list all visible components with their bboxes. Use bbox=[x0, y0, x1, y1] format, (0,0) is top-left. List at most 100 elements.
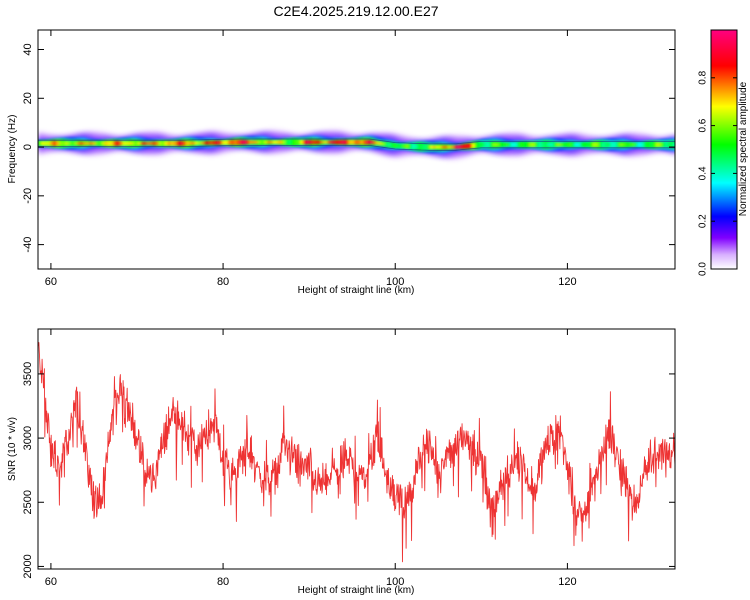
heatmap-cell bbox=[520, 142, 524, 147]
heatmap-cell bbox=[351, 139, 355, 145]
heatmap-cell bbox=[251, 140, 256, 144]
heatmap-cell bbox=[336, 140, 340, 145]
x-tick-label: 100 bbox=[386, 276, 404, 288]
heatmap-cell bbox=[544, 142, 548, 147]
y-tick-label: 2500 bbox=[22, 490, 34, 514]
heatmap-cell bbox=[164, 141, 169, 146]
heatmap-cell bbox=[324, 140, 328, 144]
y-tick-label: -20 bbox=[22, 188, 34, 204]
y-tick-label: -40 bbox=[22, 237, 34, 253]
heatmap-cell bbox=[318, 140, 322, 144]
heatmap-cell bbox=[236, 139, 241, 145]
heatmap-cell bbox=[610, 142, 615, 147]
heatmap-cell bbox=[402, 143, 407, 149]
heatmap-cell bbox=[571, 142, 575, 147]
heatmap-cell bbox=[568, 143, 572, 147]
heatmap-cell bbox=[95, 141, 99, 146]
heatmap-cell bbox=[625, 143, 630, 147]
colorbar-label: Normalized spectral amplitude bbox=[738, 81, 749, 216]
heatmap-cell bbox=[471, 143, 476, 149]
heatmap-cell bbox=[53, 140, 57, 146]
heatmap-cell bbox=[468, 143, 473, 149]
heatmap-cell bbox=[655, 142, 660, 148]
x-tick-label: 120 bbox=[558, 576, 576, 588]
heatmap-cell bbox=[56, 140, 60, 146]
heatmap-cell bbox=[71, 141, 75, 146]
heatmap-cell bbox=[559, 143, 563, 147]
heatmap-cell bbox=[562, 143, 566, 147]
heatmap-cell bbox=[122, 141, 126, 146]
heatmap-cell bbox=[556, 143, 560, 147]
heatmap-cell bbox=[637, 142, 642, 147]
y-tick-label: 3500 bbox=[22, 362, 34, 386]
snr-series bbox=[38, 342, 675, 563]
heatmap-cell bbox=[146, 141, 151, 145]
heatmap-cell bbox=[315, 140, 319, 144]
snr-y-axis: 2000 2500 3000 3500 bbox=[22, 362, 675, 579]
heatmap-cell bbox=[50, 140, 54, 146]
heatmap-cell bbox=[384, 142, 389, 146]
heatmap-cell bbox=[526, 142, 530, 148]
heatmap-cell bbox=[101, 141, 105, 146]
heatmap-cell bbox=[68, 141, 72, 146]
heatmap-cell bbox=[285, 139, 289, 145]
heatmap-cell bbox=[179, 141, 184, 146]
heatmap-cell bbox=[480, 142, 485, 147]
heatmap-cell bbox=[116, 140, 120, 146]
heatmap-cell bbox=[432, 145, 437, 149]
heatmap-cell bbox=[501, 143, 506, 147]
heatmap-cell bbox=[547, 142, 551, 147]
heatmap-cell bbox=[339, 140, 343, 145]
heatmap-cell bbox=[604, 142, 609, 147]
colorbar-ticks: 0.0 0.2 0.4 0.6 0.8 bbox=[698, 70, 737, 276]
heatmap-cell bbox=[59, 141, 63, 146]
heatmap-cell bbox=[257, 140, 262, 144]
heatmap-cell bbox=[598, 142, 603, 148]
heatmap-cell bbox=[113, 140, 117, 146]
heatmap-cell bbox=[140, 141, 145, 145]
heatmap-cell bbox=[224, 140, 229, 145]
heatmap-cell bbox=[465, 143, 470, 149]
heatmap-cell bbox=[89, 141, 93, 146]
heatmap-cell bbox=[266, 140, 271, 144]
y-tick-label: 0 bbox=[22, 144, 34, 150]
heatmap-layer bbox=[38, 139, 675, 150]
heatmap-cell bbox=[342, 139, 346, 145]
heatmap-cell bbox=[643, 142, 648, 147]
heatmap-cell bbox=[167, 140, 172, 146]
heatmap-cell bbox=[173, 140, 178, 146]
heatmap-cell bbox=[327, 140, 331, 144]
colorbar-gradient bbox=[710, 29, 738, 270]
heatmap-cell bbox=[649, 142, 654, 148]
x-tick-label: 100 bbox=[386, 576, 404, 588]
heatmap-cell bbox=[495, 143, 500, 147]
spectrogram-y-axis: -40 -20 0 20 40 bbox=[22, 43, 675, 253]
heatmap-cell bbox=[541, 142, 545, 147]
heatmap-cell bbox=[538, 142, 542, 148]
heatmap-cell bbox=[417, 144, 422, 150]
heatmap-cell bbox=[396, 143, 401, 148]
heatmap-cell bbox=[369, 140, 374, 145]
heatmap-cell bbox=[279, 140, 283, 145]
heatmap-cell bbox=[363, 139, 367, 145]
heatmap-cell bbox=[498, 143, 503, 147]
heatmap-cell bbox=[390, 143, 395, 147]
heatmap-cell bbox=[288, 139, 292, 145]
figure-title: C2E4.2025.219.12.00.E27 bbox=[273, 3, 438, 19]
spectrogram-heatmap bbox=[38, 130, 675, 159]
heatmap-cell bbox=[273, 140, 277, 144]
x-tick-label: 80 bbox=[217, 576, 229, 588]
heatmap-cell bbox=[303, 139, 307, 145]
heatmap-cell bbox=[631, 142, 636, 147]
heatmap-cell bbox=[83, 141, 87, 145]
x-tick-label: 80 bbox=[217, 276, 229, 288]
heatmap-cell bbox=[269, 140, 274, 144]
heatmap-cell bbox=[297, 139, 301, 145]
heatmap-cell bbox=[420, 144, 425, 150]
spectrogram-x-axis: 60 80 100 120 bbox=[45, 30, 577, 288]
heatmap-cell bbox=[447, 145, 452, 149]
spectrogram-frame bbox=[37, 29, 676, 270]
heatmap-cell bbox=[260, 140, 265, 144]
heatmap-cell bbox=[414, 144, 419, 150]
heatmap-cell bbox=[517, 142, 521, 147]
